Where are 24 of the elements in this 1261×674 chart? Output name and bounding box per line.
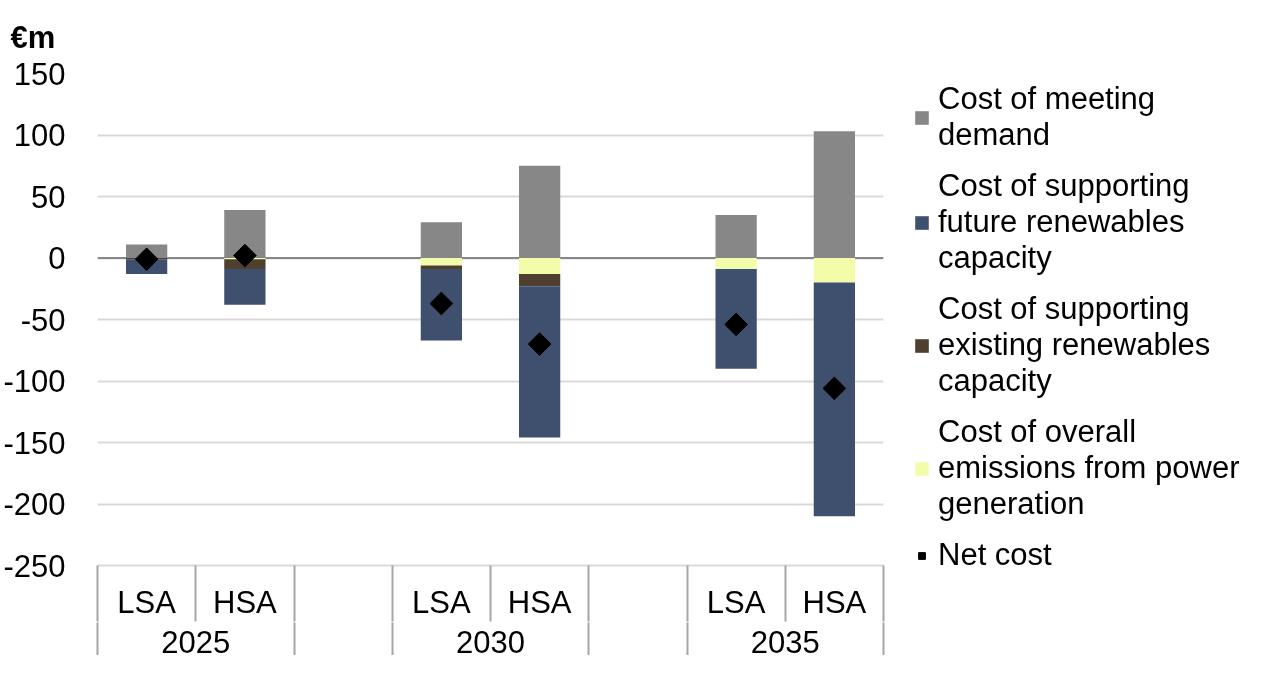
x-tick-label: HSA — [213, 584, 278, 620]
text: 2035 — [750, 624, 820, 660]
legend-label: Net cost — [938, 537, 1052, 573]
legend-label: Cost of supporting future renewables capacity — [938, 168, 1190, 276]
y-tick-label: 150 — [13, 56, 66, 92]
y-tick-label: 0 — [48, 241, 66, 276]
x-tick-label: HSA — [507, 584, 572, 620]
y-tick-label: 50 — [31, 179, 66, 215]
y-axis-title: €m — [10, 19, 56, 55]
legend-label: Cost of overall emissions from power generation — [938, 414, 1240, 522]
legend-label: Cost of supporting existing renewables capacity — [938, 291, 1211, 399]
y-tick-label: -50 — [20, 302, 66, 338]
text: 2030 — [456, 624, 525, 660]
x-tick-label: LSA — [706, 584, 766, 620]
x-tick-label: LSA — [412, 584, 471, 620]
text: 2025 — [161, 624, 231, 660]
x-tick-label: LSA — [117, 584, 177, 620]
y-tick-label: 100 — [13, 118, 66, 153]
legend-label: Cost of meeting demand — [938, 81, 1156, 153]
y-tick-label: -100 — [3, 364, 66, 399]
x-tick-label: HSA — [802, 584, 867, 620]
y-tick-label: -250 — [3, 548, 66, 584]
y-tick-label: -150 — [3, 425, 66, 461]
y-tick-label: -200 — [3, 487, 66, 522]
